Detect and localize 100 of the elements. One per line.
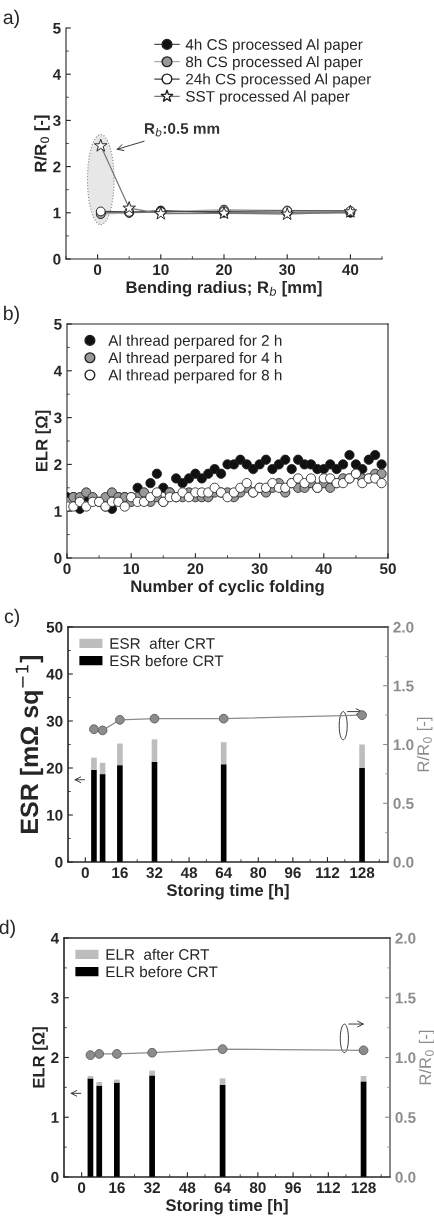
annotation: R$_{b}$:0.5 mm xyxy=(144,123,220,137)
x-tick-label: 80 xyxy=(249,1182,266,1194)
bar xyxy=(96,1085,103,1177)
y-tick-label: 1 xyxy=(54,506,62,517)
x-tick-label: 48 xyxy=(180,867,198,879)
x-tick-label: 0 xyxy=(81,867,89,879)
x-tick-label: 40 xyxy=(315,563,332,575)
y-tick-label: 0 xyxy=(54,552,62,564)
y2-tick-label: 2.0 xyxy=(393,621,414,633)
bar xyxy=(149,1075,155,1177)
bar xyxy=(114,1082,120,1177)
y-tick-label: 30 xyxy=(46,715,63,727)
bar xyxy=(96,1082,103,1086)
x-tick-label: 0 xyxy=(77,1182,86,1194)
legend-label: ESR after CRT xyxy=(110,637,215,649)
legend-label: ESR before CRT xyxy=(110,654,224,667)
legend-label: Al thread perpared for 2 h xyxy=(108,334,282,349)
y-axis-title: ESR [mΩ sq$^{−1}$] xyxy=(15,655,44,833)
x-tick-label: 10 xyxy=(153,264,169,276)
y-tick-label: 2 xyxy=(54,459,62,470)
x-tick-label: 40 xyxy=(342,264,359,276)
x-axis-title: Storing time [h] xyxy=(165,1198,288,1215)
x-tick-label: 112 xyxy=(316,867,340,878)
y2-tick-label: 0.0 xyxy=(395,1171,416,1183)
y2-axis-title: R/R$_{0}$ [-] xyxy=(418,1030,434,1085)
chart-title: d) xyxy=(0,919,15,938)
y-tick-label: 3 xyxy=(50,992,59,1004)
y-tick-label: 20 xyxy=(46,762,63,774)
x-tick-label: 128 xyxy=(351,1182,376,1194)
x-tick-label: 20 xyxy=(216,264,232,276)
legend-label: Al thread perpared for 4 h xyxy=(108,351,282,367)
y-tick-label: 5 xyxy=(54,319,62,330)
x-tick-label: 30 xyxy=(251,563,268,575)
y2-tick-label: 1.5 xyxy=(393,680,414,692)
y2-tick-label: 2.0 xyxy=(395,932,416,944)
x-tick-label: 112 xyxy=(316,1182,341,1193)
bar xyxy=(114,1079,120,1083)
x-tick-label: 10 xyxy=(123,563,140,575)
x-tick-label: 64 xyxy=(215,867,233,879)
legend-label: 8h CS processed Al paper xyxy=(185,55,363,71)
x-tick-label: 0 xyxy=(63,563,71,575)
x-tick-label: 96 xyxy=(284,867,301,879)
x-tick-label: 128 xyxy=(350,867,375,879)
x-axis-title: Number of cyclic folding xyxy=(131,579,324,596)
legend-label: ELR after CRT xyxy=(106,948,210,960)
chart-title: a) xyxy=(3,9,19,28)
chart-title: b) xyxy=(4,305,19,324)
y2-axis-title: R/R$_{0}$ [-] xyxy=(416,717,433,772)
y2-tick-label: 0.5 xyxy=(395,1112,416,1123)
legend-label: Al thread perpared for 8 h xyxy=(108,369,282,384)
bar xyxy=(151,739,158,762)
y2-tick-label: 1.0 xyxy=(395,1052,416,1064)
y-tick-label: 50 xyxy=(46,621,63,633)
y-tick-label: 4 xyxy=(50,933,60,944)
bar xyxy=(359,744,365,768)
y-tick-label: 2 xyxy=(51,1052,59,1064)
chart-title: c) xyxy=(4,608,19,627)
y-tick-label: 0 xyxy=(55,856,63,868)
x-tick-label: 32 xyxy=(143,1182,160,1194)
y-axis-title: R/R$_{0}$ [-] xyxy=(34,115,50,172)
bar xyxy=(359,768,365,862)
y-axis-title: ELR [Ω] xyxy=(35,410,51,472)
x-tick-label: 48 xyxy=(179,1182,196,1194)
bar xyxy=(91,769,97,862)
legend-label: SST processed Al paper xyxy=(186,90,350,105)
y-tick-label: 4 xyxy=(52,69,62,80)
legend-label: 24h CS processed Al paper xyxy=(186,73,372,88)
y-tick-label: 2 xyxy=(53,161,61,173)
bar xyxy=(117,765,123,862)
x-axis-title: Storing time [h] xyxy=(166,883,289,900)
x-tick-label: 80 xyxy=(250,867,267,879)
y-tick-label: 1 xyxy=(53,207,61,219)
y-tick-label: 5 xyxy=(53,23,61,34)
y-tick-label: 40 xyxy=(46,668,63,680)
y-tick-label: 0 xyxy=(51,1171,59,1183)
y2-tick-label: 0.5 xyxy=(393,798,414,809)
bar xyxy=(91,757,97,770)
legend-label: 4h CS processed Al paper xyxy=(185,38,363,53)
y-tick-label: 3 xyxy=(52,115,61,127)
y-tick-label: 1 xyxy=(51,1112,59,1123)
x-axis-title: Bending radius; R$_{b}$ [mm] xyxy=(126,280,322,297)
y-axis-title: ELR [Ω] xyxy=(32,1027,48,1088)
x-tick-label: 20 xyxy=(187,563,204,575)
y2-tick-label: 0.0 xyxy=(393,856,414,868)
x-tick-label: 32 xyxy=(146,867,163,879)
x-tick-label: 30 xyxy=(279,264,296,276)
y2-tick-label: 1.5 xyxy=(395,992,416,1004)
x-tick-label: 96 xyxy=(285,1182,302,1194)
x-tick-label: 16 xyxy=(109,1182,125,1194)
y-tick-label: 3 xyxy=(53,412,62,424)
x-tick-label: 50 xyxy=(379,563,396,575)
y-tick-label: 10 xyxy=(47,809,63,821)
x-tick-label: 0 xyxy=(93,264,102,276)
y-tick-label: 0 xyxy=(53,253,61,265)
bar xyxy=(219,1078,226,1085)
y-tick-label: 4 xyxy=(53,365,63,377)
bar xyxy=(117,743,123,766)
legend-label: ELR before CRT xyxy=(106,965,218,978)
x-tick-label: 16 xyxy=(112,867,128,879)
y2-tick-label: 1.0 xyxy=(393,739,414,751)
